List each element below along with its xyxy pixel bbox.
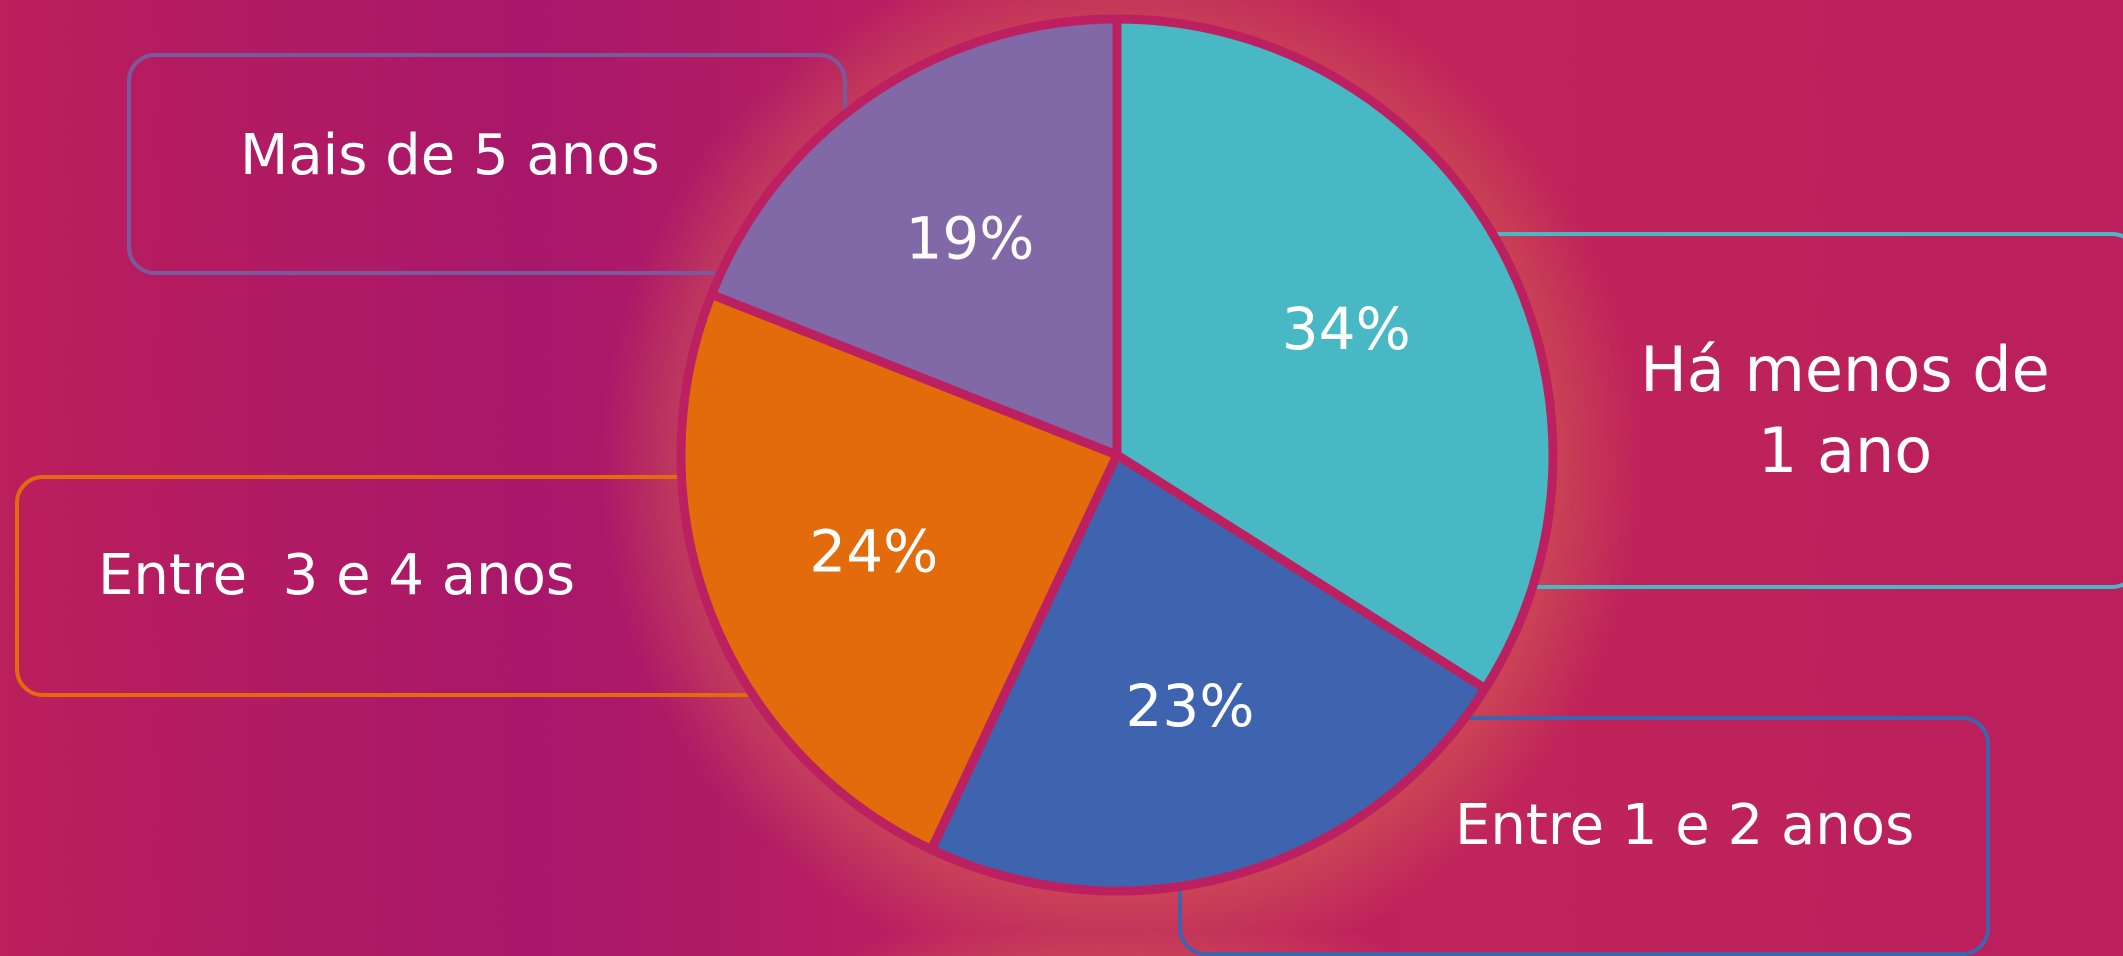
pie-slice-label-0: 34% <box>1282 295 1411 363</box>
pie-slice-label-3: 19% <box>905 205 1034 273</box>
pie-slice-label-1: 23% <box>1126 672 1255 740</box>
label-mais-de-5-anos: Mais de 5 anos <box>240 115 660 196</box>
label-entre-3-e-4-anos: Entre 3 e 4 anos <box>98 535 575 616</box>
label-entre-1-e-2-anos: Entre 1 e 2 anos <box>1455 785 1914 866</box>
pie-slice-label-2: 24% <box>809 517 938 585</box>
label-ha-menos-line2: 1 ano <box>1575 411 2115 492</box>
label-ha-menos-line1: Há menos de <box>1575 330 2115 411</box>
label-ha-menos-de-1-ano: Há menos de 1 ano <box>1575 330 2115 491</box>
